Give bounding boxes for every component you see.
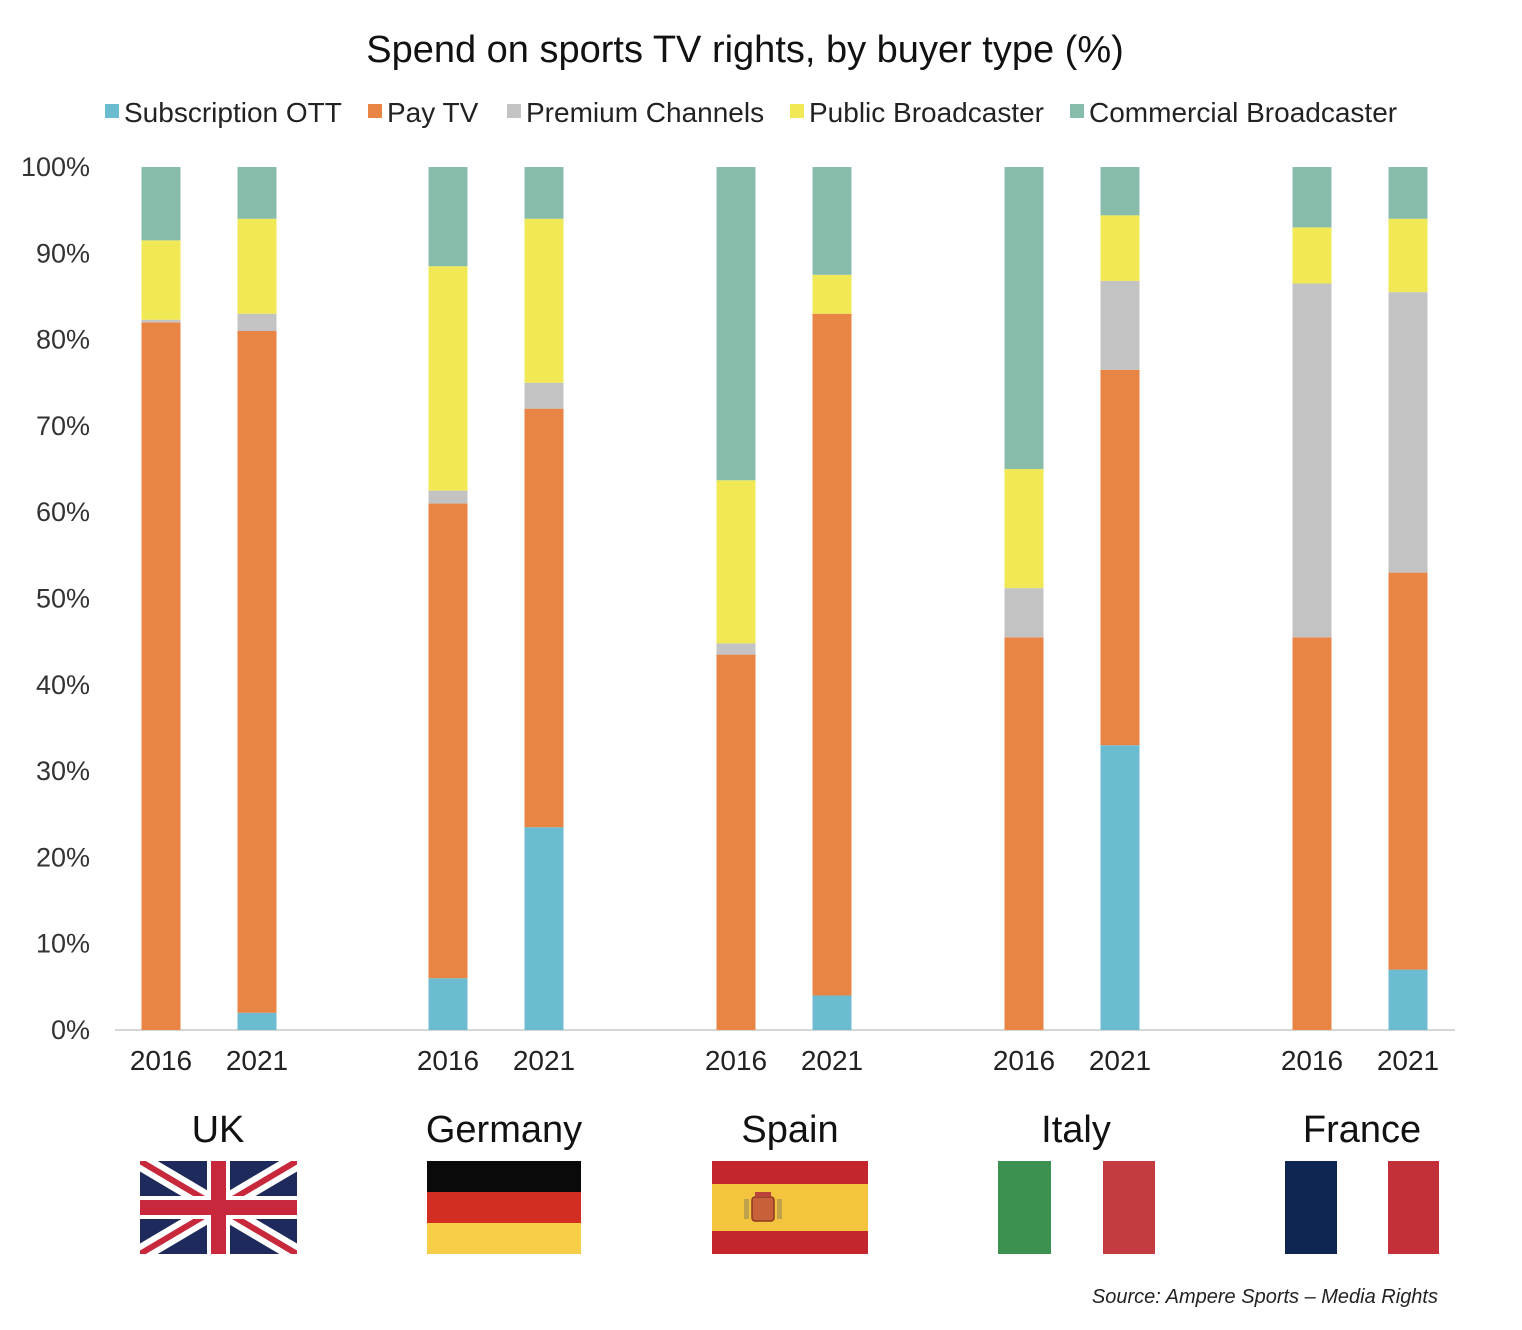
x-tick-label: 2021 xyxy=(801,1045,863,1076)
bar-segment-subscription-ott-germany-2016 xyxy=(428,978,468,1030)
x-axis-labels: 2016 2021 2016 2021 2016 2021 2016 2021 2016 2021 xyxy=(130,1045,1439,1076)
y-tick-label: 100% xyxy=(21,152,90,182)
legend-label-subscription-ott: Subscription OTT xyxy=(124,97,342,128)
legend-label-premium-channels: Premium Channels xyxy=(526,97,764,128)
bar-segment-commercial-broadcaster-france-2021 xyxy=(1388,167,1428,219)
y-tick-label: 10% xyxy=(36,929,90,959)
bar-segment-public-broadcaster-italy-2021 xyxy=(1100,215,1140,281)
bar-segment-public-broadcaster-france-2016 xyxy=(1292,227,1332,284)
bar-segment-pay-tv-germany-2021 xyxy=(524,408,564,828)
bars xyxy=(141,167,1428,1031)
bar-segment-public-broadcaster-uk-2016 xyxy=(141,240,181,320)
bar-segment-commercial-broadcaster-france-2016 xyxy=(1292,167,1332,228)
bar-segment-premium-channels-spain-2016 xyxy=(716,643,756,655)
y-tick-label: 70% xyxy=(36,411,90,441)
y-axis: 0% 10% 20% 30% 40% 50% 60% 70% 80% 90% 100% xyxy=(21,152,90,1045)
bar-segment-pay-tv-italy-2016 xyxy=(1004,637,1044,1030)
bar-segment-public-broadcaster-spain-2016 xyxy=(716,480,756,644)
x-tick-label: 2016 xyxy=(1281,1045,1343,1076)
legend-swatch-public-broadcaster xyxy=(790,104,804,118)
bar-segment-premium-channels-uk-2021 xyxy=(237,313,277,331)
y-tick-label: 80% xyxy=(36,325,90,355)
bar-segment-pay-tv-italy-2021 xyxy=(1100,369,1140,746)
bar-segment-commercial-broadcaster-uk-2016 xyxy=(141,167,181,241)
uk-flag-icon xyxy=(140,1161,297,1254)
y-tick-label: 60% xyxy=(36,497,90,527)
bar-segment-premium-channels-germany-2016 xyxy=(428,490,468,504)
bar-segment-commercial-broadcaster-germany-2016 xyxy=(428,167,468,267)
chart-title: Spend on sports TV rights, by buyer type… xyxy=(366,29,1124,71)
country-label-uk: UK xyxy=(192,1109,245,1151)
bar-segment-commercial-broadcaster-italy-2016 xyxy=(1004,167,1044,470)
bar-segment-pay-tv-france-2016 xyxy=(1292,637,1332,1030)
bar-segment-pay-tv-spain-2016 xyxy=(716,654,756,1030)
legend-swatch-subscription-ott xyxy=(105,104,119,118)
bar-segment-public-broadcaster-italy-2016 xyxy=(1004,469,1044,589)
legend-swatch-pay-tv xyxy=(368,104,382,118)
bar-segment-premium-channels-italy-2016 xyxy=(1004,588,1044,638)
bar-segment-public-broadcaster-germany-2016 xyxy=(428,266,468,491)
france-flag-icon xyxy=(1285,1161,1439,1254)
bar-segment-commercial-broadcaster-italy-2021 xyxy=(1100,167,1140,216)
bar-segment-premium-channels-uk-2016 xyxy=(141,319,181,323)
bar-segment-public-broadcaster-germany-2021 xyxy=(524,218,564,383)
legend-label-pay-tv: Pay TV xyxy=(387,97,479,128)
x-tick-label: 2021 xyxy=(513,1045,575,1076)
bar-segment-pay-tv-uk-2016 xyxy=(141,322,181,1031)
bar-segment-pay-tv-france-2021 xyxy=(1388,572,1428,970)
y-tick-label: 50% xyxy=(36,584,90,614)
x-tick-label: 2016 xyxy=(417,1045,479,1076)
country-label-france: France xyxy=(1303,1109,1421,1151)
bar-segment-commercial-broadcaster-spain-2016 xyxy=(716,167,756,481)
bar-segment-public-broadcaster-france-2021 xyxy=(1388,218,1428,293)
bar-segment-subscription-ott-italy-2021 xyxy=(1100,745,1140,1030)
bar-segment-subscription-ott-uk-2021 xyxy=(237,1012,277,1030)
bar-segment-public-broadcaster-uk-2021 xyxy=(237,218,277,314)
x-tick-label: 2021 xyxy=(1089,1045,1151,1076)
legend-label-commercial-broadcaster: Commercial Broadcaster xyxy=(1089,97,1397,128)
y-tick-label: 90% xyxy=(36,238,90,268)
y-tick-label: 20% xyxy=(36,842,90,872)
italy-flag-icon xyxy=(998,1161,1155,1254)
x-tick-label: 2016 xyxy=(130,1045,192,1076)
bar-segment-commercial-broadcaster-uk-2021 xyxy=(237,167,277,219)
y-tick-label: 40% xyxy=(36,670,90,700)
y-tick-label: 30% xyxy=(36,756,90,786)
legend-label-public-broadcaster: Public Broadcaster xyxy=(809,97,1044,128)
legend-swatch-premium-channels xyxy=(507,104,521,118)
bar-segment-commercial-broadcaster-spain-2021 xyxy=(812,167,852,275)
country-label-spain: Spain xyxy=(741,1109,838,1151)
y-tick-label: 0% xyxy=(51,1015,90,1045)
x-tick-label: 2016 xyxy=(993,1045,1055,1076)
legend-swatch-commercial-broadcaster xyxy=(1070,104,1084,118)
bar-segment-premium-channels-france-2016 xyxy=(1292,283,1332,638)
bar-segment-subscription-ott-france-2021 xyxy=(1388,969,1428,1030)
bar-segment-pay-tv-uk-2021 xyxy=(237,330,277,1013)
country-labels: UK Germany Spain Italy France xyxy=(192,1109,1422,1151)
bar-segment-subscription-ott-germany-2021 xyxy=(524,827,564,1030)
x-tick-label: 2021 xyxy=(226,1045,288,1076)
country-label-italy: Italy xyxy=(1041,1109,1111,1151)
bar-segment-pay-tv-spain-2021 xyxy=(812,313,852,996)
bar-segment-commercial-broadcaster-germany-2021 xyxy=(524,167,564,219)
bar-segment-premium-channels-germany-2021 xyxy=(524,382,564,409)
bar-segment-public-broadcaster-spain-2021 xyxy=(812,274,852,314)
x-tick-label: 2021 xyxy=(1377,1045,1439,1076)
x-tick-label: 2016 xyxy=(705,1045,767,1076)
country-label-germany: Germany xyxy=(426,1109,582,1151)
legend: Subscription OTT Pay TV Premium Channels Pu… xyxy=(105,97,1397,128)
spain-flag-icon xyxy=(712,1161,868,1254)
bar-segment-subscription-ott-spain-2021 xyxy=(812,995,852,1030)
bar-segment-pay-tv-germany-2016 xyxy=(428,503,468,979)
bar-segment-premium-channels-france-2021 xyxy=(1388,292,1428,573)
bar-segment-premium-channels-italy-2021 xyxy=(1100,280,1140,370)
source-note: Source: Ampere Sports – Media Rights xyxy=(1092,1286,1438,1308)
germany-flag-icon xyxy=(427,1161,581,1254)
